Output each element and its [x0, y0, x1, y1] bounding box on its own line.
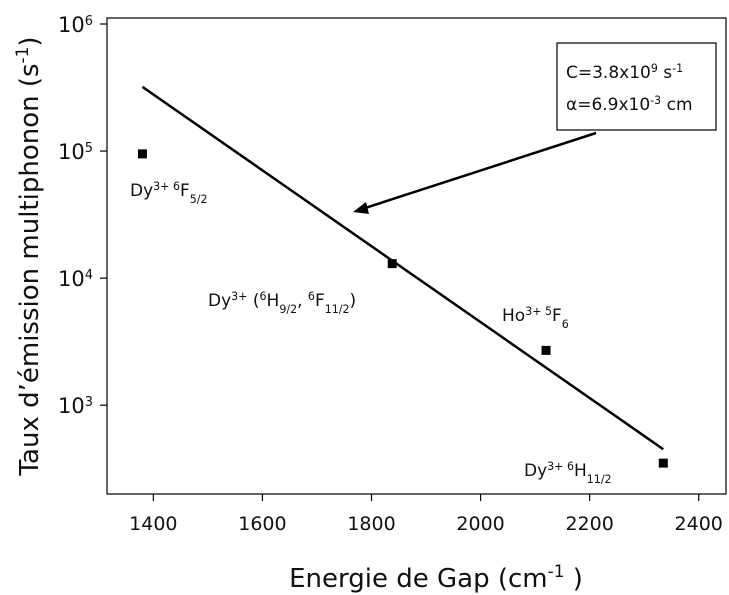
sup-segment: 3+	[231, 290, 247, 303]
data-point	[137, 149, 147, 159]
y-tick-label: 103	[58, 394, 93, 418]
sub-segment: 11/2	[587, 473, 612, 486]
x-tick-label: 2400	[675, 513, 723, 535]
text-segment: )	[564, 564, 582, 594]
text-segment: Dy	[208, 291, 231, 311]
text-segment: )	[15, 36, 45, 46]
text-segment: F	[552, 306, 562, 326]
x-tick-label: 1800	[347, 513, 395, 535]
sup-segment: -1	[672, 62, 683, 75]
text-segment: s	[658, 63, 672, 83]
text-segment: ,	[297, 291, 308, 311]
y-tick-label: 104	[58, 267, 93, 291]
sup-segment: 3+ 5	[525, 305, 552, 318]
rich-text: α=6.9x10-3 cm	[566, 94, 693, 116]
text-segment: Ho	[502, 306, 525, 326]
arrow-head	[353, 202, 369, 214]
sub-segment: 9/2	[279, 303, 297, 316]
fit-line	[141, 85, 664, 451]
y-tick-label: 106	[58, 13, 93, 37]
sub-segment: 6	[562, 318, 569, 331]
rich-text: Taux d’émission multiphonon (s-1)	[12, 36, 45, 476]
arrow	[361, 131, 597, 211]
sup-segment: -1	[548, 561, 565, 581]
text-segment: Dy	[524, 461, 547, 481]
y-tick-base: 10	[58, 140, 85, 164]
sup-segment: 3+ 6	[153, 180, 180, 193]
sup-segment: -1	[12, 47, 32, 64]
data-point	[658, 458, 668, 468]
y-tick-exponent: 4	[85, 268, 93, 283]
sup-segment: 6	[308, 290, 315, 303]
y-tick-exponent: 3	[85, 395, 93, 410]
text-segment: H	[574, 461, 587, 481]
x-tick-label: 2200	[565, 513, 613, 535]
x-tick-label: 1600	[238, 513, 286, 535]
x-tick-label: 1400	[129, 513, 177, 535]
y-tick-base: 10	[58, 13, 85, 37]
rich-text: Dy3+ 6F5/2	[130, 180, 208, 206]
x-tick-label: 2000	[456, 513, 504, 535]
text-segment: H	[267, 291, 280, 311]
text-segment: Dy	[130, 181, 153, 201]
y-tick-label: 105	[58, 140, 93, 164]
sup-segment: 9	[651, 62, 658, 75]
text-segment: )	[350, 291, 357, 311]
text-segment: F	[315, 291, 325, 311]
data-point	[541, 345, 551, 355]
rich-text: Ho3+ 5F6	[502, 305, 569, 331]
text-segment: α=6.9x10	[566, 95, 650, 115]
sup-segment: 3+ 6	[547, 460, 574, 473]
sup-segment: -3	[650, 94, 661, 107]
rich-text: Dy3+ (6H9/2, 6F11/2)	[208, 290, 356, 316]
text-segment: Energie de Gap (cm	[289, 564, 548, 594]
data-point	[387, 259, 397, 269]
rich-text: Energie de Gap (cm-1 )	[289, 561, 583, 594]
sub-segment: 5/2	[190, 193, 208, 206]
rich-text: Dy3+ 6H11/2	[524, 460, 612, 486]
text-segment: (	[247, 291, 259, 311]
text-segment: cm	[661, 95, 692, 115]
text-segment: C=3.8x10	[566, 63, 651, 83]
y-tick-base: 10	[58, 267, 85, 291]
text-segment: Taux d’émission multiphonon (s	[15, 63, 45, 476]
rich-text: C=3.8x109 s-1	[566, 62, 683, 84]
y-tick-base: 10	[58, 394, 85, 418]
sup-segment: 6	[260, 290, 267, 303]
y-tick-exponent: 5	[85, 141, 93, 156]
plot-frame	[106, 17, 727, 495]
sub-segment: 11/2	[325, 303, 350, 316]
text-segment: F	[180, 181, 190, 201]
fit-box	[556, 42, 717, 131]
y-tick-exponent: 6	[85, 14, 93, 29]
